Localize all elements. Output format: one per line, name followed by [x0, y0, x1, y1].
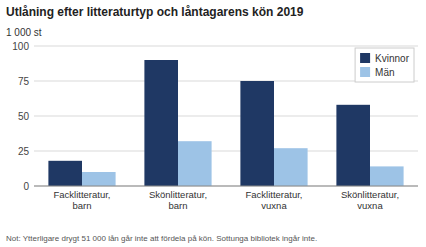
bar [48, 161, 82, 186]
y-tick-label: 50 [18, 111, 30, 122]
grid-line [34, 46, 418, 47]
bar [370, 166, 404, 186]
chart-container: Utlåning efter litteraturtyp och låntaga… [0, 0, 426, 247]
bar [240, 81, 274, 186]
title: Utlåning efter litteraturtyp och låntaga… [6, 5, 304, 19]
y-tick-label: 100 [12, 41, 29, 52]
y-axis-label: 1 000 st [6, 27, 42, 38]
chart: Utlåning efter litteraturtyp och låntaga… [0, 0, 426, 247]
x-tick-label: Facklitteratur,barn [53, 189, 110, 211]
bar [82, 172, 116, 186]
legend-box [355, 48, 414, 82]
legend-label: Män [375, 67, 394, 78]
legend-swatch [360, 53, 370, 63]
bars [48, 60, 403, 186]
legend-label: Kvinnor [375, 53, 410, 64]
legend: Kvinnor Män [355, 48, 414, 82]
grid [34, 46, 418, 186]
y-tick-label: 25 [18, 146, 30, 157]
note: Not: Ytterligare drygt 51 000 lån går in… [6, 234, 317, 243]
x-tick-label: Facklitteratur,vuxna [245, 189, 302, 211]
x-axis-line [34, 186, 418, 187]
bar [144, 60, 178, 186]
bar [336, 105, 370, 186]
y-tick-label: 0 [23, 181, 29, 192]
grid-line [34, 186, 418, 187]
bar [274, 148, 308, 186]
x-tick-label: Skönlitteratur,barn [149, 189, 207, 211]
legend-swatch [360, 67, 370, 77]
y-tick-label: 75 [18, 76, 30, 87]
x-tick-label: Skönlitteratur,vuxna [341, 189, 399, 211]
bar [178, 141, 212, 186]
